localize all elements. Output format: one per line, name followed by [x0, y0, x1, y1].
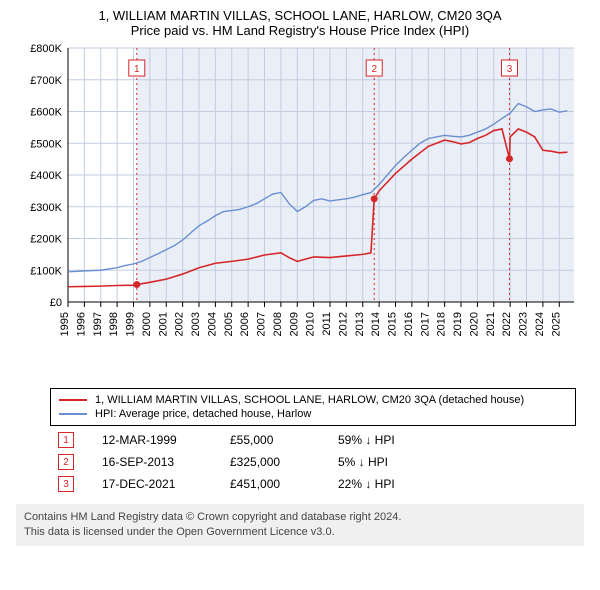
sale-price: £451,000	[230, 477, 310, 491]
svg-text:2010: 2010	[305, 312, 317, 336]
svg-text:2023: 2023	[518, 312, 530, 336]
sale-row: 3 17-DEC-2021 £451,000 22% ↓ HPI	[58, 476, 576, 492]
sales-table: 1 12-MAR-1999 £55,000 59% ↓ HPI 2 16-SEP-2013…	[8, 432, 592, 492]
sale-row: 2 16-SEP-2013 £325,000 5% ↓ HPI	[58, 454, 576, 470]
svg-text:2011: 2011	[321, 312, 333, 336]
chart-area: £0 £100K £200K £300K £400K £500K £600K £700K £80…	[20, 44, 580, 384]
legend-swatch	[59, 399, 87, 401]
svg-text:2002: 2002	[174, 312, 186, 336]
svg-text:2020: 2020	[468, 312, 480, 336]
sale-delta: 5% ↓ HPI	[338, 455, 388, 469]
svg-text:2022: 2022	[501, 312, 513, 336]
svg-text:£100K: £100K	[30, 265, 62, 277]
legend-label: 1, WILLIAM MARTIN VILLAS, SCHOOL LANE, H…	[95, 394, 524, 406]
page-root: 1, WILLIAM MARTIN VILLAS, SCHOOL LANE, H…	[0, 0, 600, 554]
svg-text:2001: 2001	[157, 312, 169, 336]
svg-text:2014: 2014	[370, 312, 382, 336]
svg-text:2008: 2008	[272, 312, 284, 336]
svg-text:£400K: £400K	[30, 170, 62, 182]
svg-text:£200K: £200K	[30, 234, 62, 246]
title-sub: Price paid vs. HM Land Registry's House …	[8, 23, 592, 38]
svg-text:2024: 2024	[534, 312, 546, 336]
sale-marker: 2	[58, 454, 74, 470]
svg-text:£800K: £800K	[30, 44, 62, 55]
sale-delta: 59% ↓ HPI	[338, 433, 395, 447]
svg-text:2015: 2015	[387, 312, 399, 336]
svg-text:1998: 1998	[108, 312, 120, 336]
sale-date: 17-DEC-2021	[102, 477, 202, 491]
svg-text:2000: 2000	[141, 312, 153, 336]
footer-line-1: Contains HM Land Registry data © Crown c…	[24, 510, 576, 525]
svg-text:£600K: £600K	[30, 107, 62, 119]
svg-text:2007: 2007	[256, 312, 268, 336]
sale-delta: 22% ↓ HPI	[338, 477, 395, 491]
svg-text:2021: 2021	[485, 312, 497, 336]
svg-text:2019: 2019	[452, 312, 464, 336]
svg-text:2003: 2003	[190, 312, 202, 336]
svg-text:2004: 2004	[206, 312, 218, 336]
svg-text:2018: 2018	[436, 312, 448, 336]
title-main: 1, WILLIAM MARTIN VILLAS, SCHOOL LANE, H…	[8, 8, 592, 23]
sale-date: 16-SEP-2013	[102, 455, 202, 469]
chart-svg: £0 £100K £200K £300K £400K £500K £600K £700K £80…	[20, 44, 580, 384]
svg-text:1999: 1999	[125, 312, 137, 336]
sale-price: £325,000	[230, 455, 310, 469]
svg-text:1995: 1995	[59, 312, 71, 336]
sale-price: £55,000	[230, 433, 310, 447]
svg-text:2025: 2025	[550, 312, 562, 336]
legend-row: HPI: Average price, detached house, Harl…	[59, 407, 567, 421]
svg-text:£700K: £700K	[30, 75, 62, 87]
svg-text:2017: 2017	[419, 312, 431, 336]
footer-line-2: This data is licensed under the Open Gov…	[24, 525, 576, 540]
sale-date: 12-MAR-1999	[102, 433, 202, 447]
legend: 1, WILLIAM MARTIN VILLAS, SCHOOL LANE, H…	[50, 388, 576, 426]
sale-marker: 1	[58, 432, 74, 448]
legend-swatch	[59, 413, 87, 415]
svg-text:2009: 2009	[288, 312, 300, 336]
svg-text:2: 2	[371, 64, 377, 75]
svg-text:2006: 2006	[239, 312, 251, 336]
svg-text:£500K: £500K	[30, 138, 62, 150]
svg-text:2012: 2012	[337, 312, 349, 336]
svg-text:£0: £0	[50, 297, 62, 309]
legend-row: 1, WILLIAM MARTIN VILLAS, SCHOOL LANE, H…	[59, 393, 567, 407]
legend-label: HPI: Average price, detached house, Harl…	[95, 408, 311, 420]
svg-text:1: 1	[134, 64, 140, 75]
svg-text:£300K: £300K	[30, 202, 62, 214]
sale-marker: 3	[58, 476, 74, 492]
footer: Contains HM Land Registry data © Crown c…	[16, 504, 584, 546]
svg-text:2005: 2005	[223, 312, 235, 336]
sale-row: 1 12-MAR-1999 £55,000 59% ↓ HPI	[58, 432, 576, 448]
svg-text:1997: 1997	[92, 312, 104, 336]
svg-text:2013: 2013	[354, 312, 366, 336]
svg-text:3: 3	[507, 64, 513, 75]
svg-text:1996: 1996	[75, 312, 87, 336]
svg-text:2016: 2016	[403, 312, 415, 336]
